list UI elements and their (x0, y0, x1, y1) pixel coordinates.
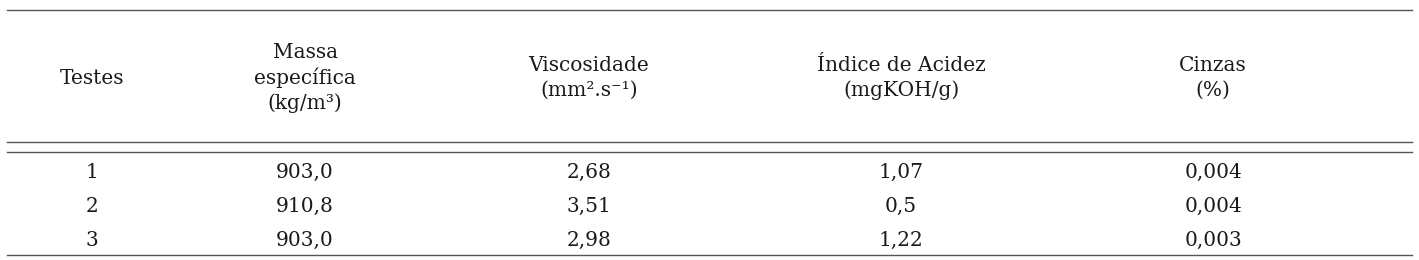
Text: 903,0: 903,0 (277, 231, 333, 250)
Text: Testes: Testes (60, 68, 125, 88)
Text: 3,51: 3,51 (566, 197, 612, 216)
Text: 0,004: 0,004 (1185, 163, 1242, 183)
Text: Viscosidade
(mm².s⁻¹): Viscosidade (mm².s⁻¹) (528, 56, 650, 100)
Text: 0,003: 0,003 (1185, 231, 1242, 250)
Text: 0,5: 0,5 (885, 197, 917, 216)
Text: Massa
específica
(kg/m³): Massa específica (kg/m³) (254, 43, 356, 113)
Text: 1,22: 1,22 (878, 231, 924, 250)
Text: 0,004: 0,004 (1185, 197, 1242, 216)
Text: 2,68: 2,68 (566, 163, 612, 183)
Text: 1,07: 1,07 (878, 163, 924, 183)
Text: 3: 3 (87, 231, 98, 250)
Text: 903,0: 903,0 (277, 163, 333, 183)
Text: 2,98: 2,98 (566, 231, 612, 250)
Text: Cinzas
(%): Cinzas (%) (1179, 56, 1247, 100)
Text: Índice de Acidez
(mgKOH/g): Índice de Acidez (mgKOH/g) (817, 56, 985, 100)
Text: 2: 2 (87, 197, 98, 216)
Text: 1: 1 (85, 163, 99, 183)
Text: 910,8: 910,8 (277, 197, 333, 216)
